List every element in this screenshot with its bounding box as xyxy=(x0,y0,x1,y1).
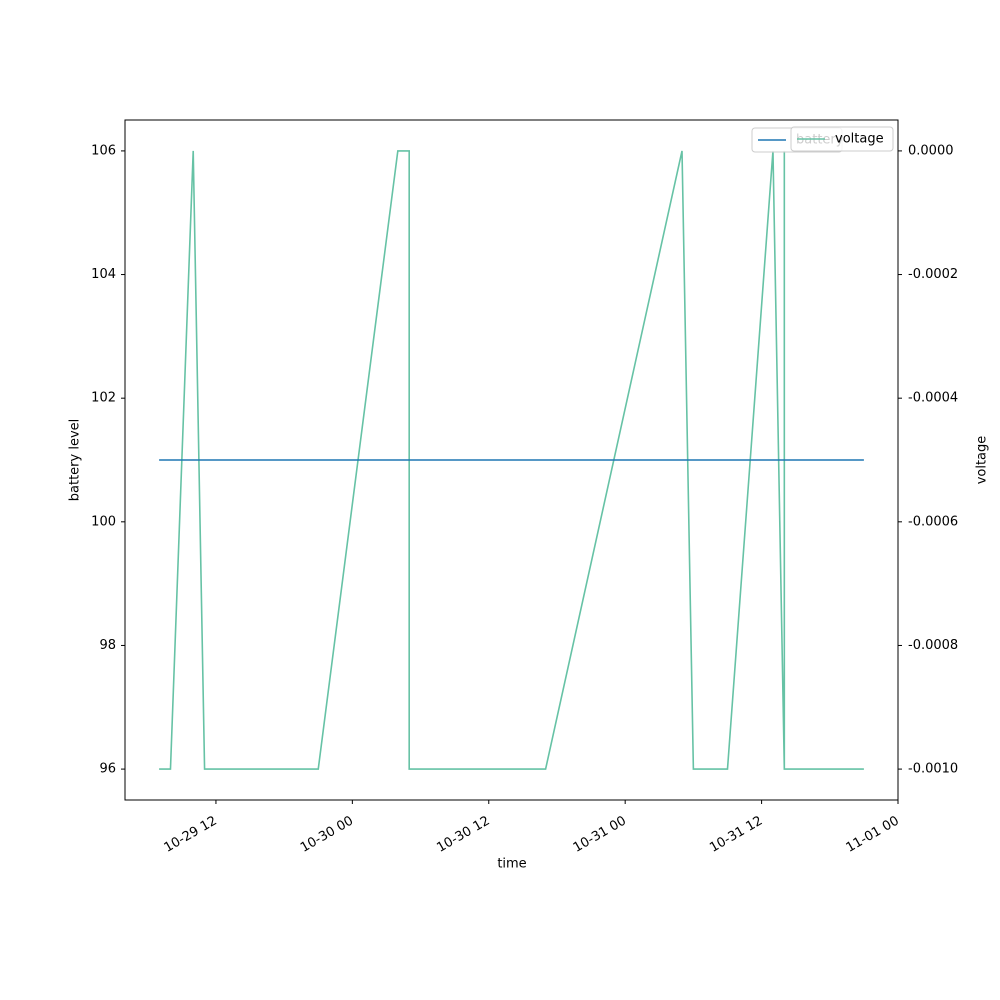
y-tick-label: 98 xyxy=(99,638,116,653)
y-tick-label: 102 xyxy=(91,391,116,406)
y-tick-label: 106 xyxy=(91,143,116,158)
x-tick-label: 10-31 12 xyxy=(707,814,765,856)
y2-axis-label: voltage xyxy=(975,436,990,485)
legend-frame xyxy=(790,126,894,152)
y-tick-label: 100 xyxy=(91,514,116,529)
y2-tick-label: 0.0000 xyxy=(908,143,954,158)
x-tick-label: 10-30 12 xyxy=(434,814,492,856)
x-axis-label: time xyxy=(497,857,526,872)
plot-frame xyxy=(124,119,899,801)
y2-tick-label: -0.0002 xyxy=(908,267,958,282)
y2-tick-label: -0.0004 xyxy=(908,391,958,406)
x-tick-label: 10-31 00 xyxy=(571,814,629,856)
y-tick-label: 104 xyxy=(91,267,116,282)
series-line xyxy=(159,150,864,770)
x-tick-label: 10-29 12 xyxy=(162,814,220,856)
x-tick-label: 10-30 00 xyxy=(298,814,356,856)
x-tick-label: 11-01 00 xyxy=(844,814,902,856)
y2-tick-label: -0.0006 xyxy=(908,514,958,529)
y2-tick-label: -0.0010 xyxy=(908,762,958,777)
legend: voltage xyxy=(790,126,894,152)
y-tick-label: 96 xyxy=(99,762,116,777)
y-axis-label: battery level xyxy=(68,419,83,502)
y2-tick-label: -0.0008 xyxy=(908,638,958,653)
legend-label: voltage xyxy=(835,132,884,147)
